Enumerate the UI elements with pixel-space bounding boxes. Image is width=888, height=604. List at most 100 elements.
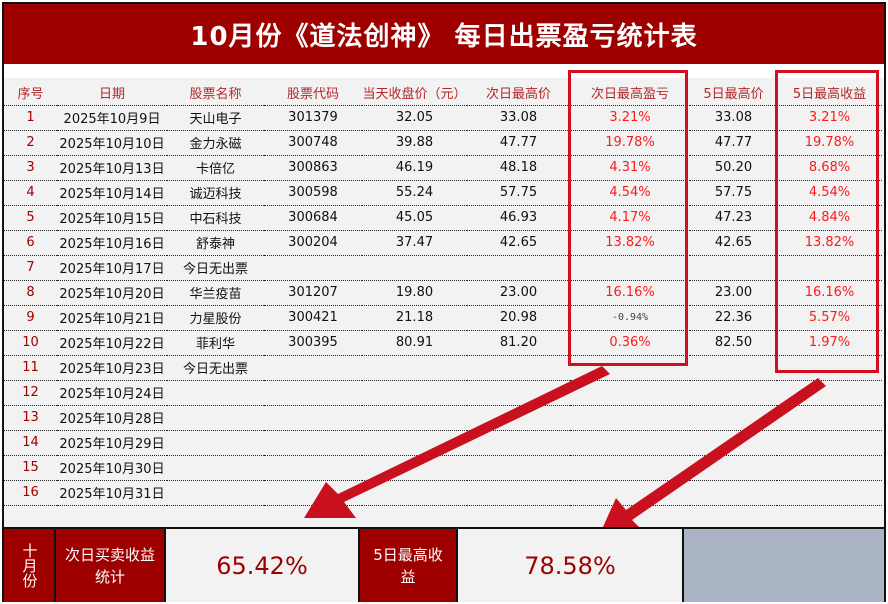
table-cell[interactable] (264, 255, 362, 281)
table-cell[interactable]: 金力永磁 (167, 130, 264, 156)
table-cell[interactable] (467, 480, 570, 506)
table-cell[interactable] (570, 455, 690, 481)
table-cell[interactable]: 3.21% (570, 105, 690, 131)
table-cell[interactable] (264, 455, 362, 481)
table-cell[interactable]: 19.78% (777, 130, 882, 156)
table-cell[interactable] (467, 455, 570, 481)
table-cell[interactable]: 33.08 (690, 105, 777, 131)
table-cell[interactable]: 3.21% (777, 105, 882, 131)
table-cell[interactable]: 2025年10月15日 (57, 205, 167, 231)
table-cell[interactable] (264, 430, 362, 456)
table-cell[interactable]: 57.75 (690, 180, 777, 206)
table-cell[interactable]: 2025年10月21日 (57, 305, 167, 331)
table-cell[interactable]: 2 (4, 130, 57, 156)
table-cell[interactable]: 46.93 (467, 205, 570, 231)
table-cell[interactable]: 1.97% (777, 330, 882, 356)
table-cell[interactable] (690, 380, 777, 406)
table-cell[interactable]: 4.54% (570, 180, 690, 206)
table-cell[interactable]: 55.24 (362, 180, 467, 206)
table-cell[interactable]: 6 (4, 230, 57, 256)
table-cell[interactable]: 23.00 (467, 280, 570, 306)
table-cell[interactable]: 2025年10月10日 (57, 130, 167, 156)
table-cell[interactable] (264, 405, 362, 431)
table-cell[interactable]: 2025年10月30日 (57, 455, 167, 481)
table-cell[interactable]: 19.78% (570, 130, 690, 156)
table-cell[interactable]: 45.05 (362, 205, 467, 231)
table-cell[interactable]: -0.94% (570, 305, 690, 331)
table-cell[interactable] (777, 355, 882, 381)
table-cell[interactable]: 4 (4, 180, 57, 206)
table-cell[interactable]: 5.57% (777, 305, 882, 331)
table-cell[interactable]: 46.19 (362, 155, 467, 181)
table-cell[interactable]: 300748 (264, 130, 362, 156)
table-cell[interactable]: 4.31% (570, 155, 690, 181)
table-cell[interactable]: 2025年10月28日 (57, 405, 167, 431)
table-cell[interactable]: 华兰疫苗 (167, 280, 264, 306)
table-cell[interactable]: 卡倍亿 (167, 155, 264, 181)
table-cell[interactable] (690, 355, 777, 381)
table-cell[interactable] (570, 405, 690, 431)
table-cell[interactable]: 2025年10月29日 (57, 430, 167, 456)
table-cell[interactable]: 2025年10月14日 (57, 180, 167, 206)
table-cell[interactable]: 301207 (264, 280, 362, 306)
table-cell[interactable]: 48.18 (467, 155, 570, 181)
table-cell[interactable]: 2025年10月24日 (57, 380, 167, 406)
table-cell[interactable] (362, 405, 467, 431)
table-cell[interactable]: 2025年10月16日 (57, 230, 167, 256)
table-cell[interactable]: 2025年10月31日 (57, 480, 167, 506)
table-cell[interactable]: 8 (4, 280, 57, 306)
table-cell[interactable] (467, 355, 570, 381)
table-cell[interactable]: 16.16% (570, 280, 690, 306)
table-cell[interactable]: 10 (4, 330, 57, 356)
table-cell[interactable] (167, 480, 264, 506)
table-cell[interactable]: 今日无出票 (167, 255, 264, 281)
table-cell[interactable] (777, 405, 882, 431)
table-cell[interactable]: 300204 (264, 230, 362, 256)
table-cell[interactable]: 300863 (264, 155, 362, 181)
table-cell[interactable]: 13.82% (570, 230, 690, 256)
table-cell[interactable]: 80.91 (362, 330, 467, 356)
table-cell[interactable]: 3 (4, 155, 57, 181)
table-cell[interactable] (777, 255, 882, 281)
table-cell[interactable]: 16.16% (777, 280, 882, 306)
table-cell[interactable]: 37.47 (362, 230, 467, 256)
table-cell[interactable]: 50.20 (690, 155, 777, 181)
table-cell[interactable]: 15 (4, 455, 57, 481)
table-cell[interactable]: 22.36 (690, 305, 777, 331)
table-cell[interactable] (167, 405, 264, 431)
table-cell[interactable]: 14 (4, 430, 57, 456)
table-cell[interactable]: 2025年10月13日 (57, 155, 167, 181)
table-cell[interactable]: 1 (4, 105, 57, 131)
table-cell[interactable] (167, 455, 264, 481)
table-cell[interactable]: 57.75 (467, 180, 570, 206)
table-cell[interactable]: 42.65 (690, 230, 777, 256)
table-cell[interactable]: 82.50 (690, 330, 777, 356)
table-cell[interactable]: 2025年10月22日 (57, 330, 167, 356)
table-cell[interactable]: 81.20 (467, 330, 570, 356)
table-cell[interactable]: 菲利华 (167, 330, 264, 356)
table-cell[interactable]: 0.36% (570, 330, 690, 356)
table-cell[interactable]: 4.17% (570, 205, 690, 231)
table-cell[interactable]: 7 (4, 255, 57, 281)
table-cell[interactable] (570, 255, 690, 281)
table-cell[interactable]: 300598 (264, 180, 362, 206)
table-cell[interactable]: 23.00 (690, 280, 777, 306)
table-cell[interactable]: 21.18 (362, 305, 467, 331)
table-cell[interactable] (777, 480, 882, 506)
table-cell[interactable]: 39.88 (362, 130, 467, 156)
table-cell[interactable]: 11 (4, 355, 57, 381)
table-cell[interactable] (264, 355, 362, 381)
table-cell[interactable] (690, 480, 777, 506)
table-cell[interactable]: 天山电子 (167, 105, 264, 131)
table-cell[interactable]: 2025年10月9日 (57, 105, 167, 131)
table-cell[interactable] (362, 380, 467, 406)
table-cell[interactable]: 8.68% (777, 155, 882, 181)
table-cell[interactable]: 4.54% (777, 180, 882, 206)
table-cell[interactable]: 42.65 (467, 230, 570, 256)
table-cell[interactable]: 中石科技 (167, 205, 264, 231)
table-cell[interactable]: 4.84% (777, 205, 882, 231)
table-cell[interactable] (690, 255, 777, 281)
table-cell[interactable]: 12 (4, 380, 57, 406)
table-cell[interactable] (264, 380, 362, 406)
table-cell[interactable]: 2025年10月23日 (57, 355, 167, 381)
